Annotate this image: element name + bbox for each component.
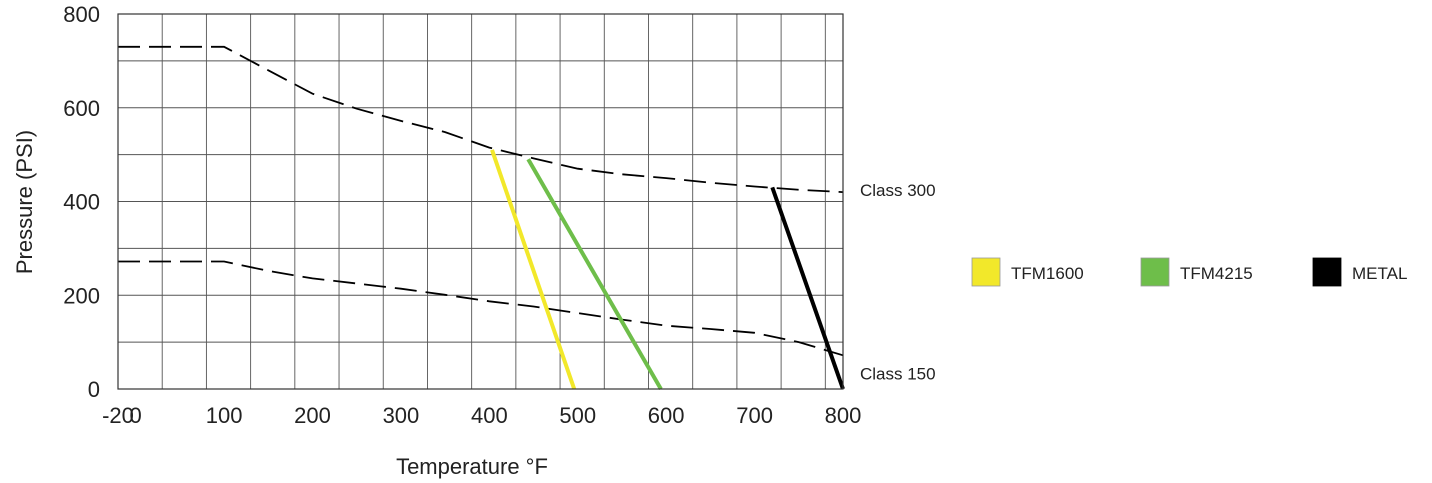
series-line-tfm1600 bbox=[490, 149, 577, 390]
legend-label-tfm4215: TFM4215 bbox=[1180, 264, 1253, 283]
x-tick-label: 0 bbox=[130, 403, 142, 428]
legend-label-tfm1600: TFM1600 bbox=[1011, 264, 1084, 283]
legend-swatch-tfm4215 bbox=[1140, 257, 1170, 287]
y-tick-label: 200 bbox=[63, 283, 100, 308]
x-axis-ticks: -200 100 200 300 400 500 600 700 800 bbox=[102, 403, 861, 428]
legend: TFM1600 TFM4215 METAL bbox=[971, 257, 1407, 287]
x-tick-label: 300 bbox=[383, 403, 420, 428]
y-tick-label: 800 bbox=[63, 2, 100, 27]
rating-curves bbox=[118, 45, 844, 357]
plot-frame bbox=[117, 13, 844, 390]
material-series bbox=[490, 149, 845, 391]
series-line-tfm4215 bbox=[526, 158, 663, 391]
y-axis-ticks: 0 200 400 600 800 bbox=[63, 2, 100, 402]
series-line-metal bbox=[770, 186, 845, 390]
x-tick-label: -20 bbox=[102, 403, 134, 428]
curve-label-class-150: Class 150 bbox=[860, 364, 936, 383]
x-tick-label: 500 bbox=[559, 403, 596, 428]
legend-label-metal: METAL bbox=[1352, 264, 1407, 283]
curve-class-300 bbox=[118, 45, 844, 193]
x-axis-label: Temperature °F bbox=[396, 454, 548, 479]
x-tick-label: 400 bbox=[471, 403, 508, 428]
x-tick-label: 200 bbox=[294, 403, 331, 428]
x-tick-label: 100 bbox=[206, 403, 243, 428]
x-tick-label: 700 bbox=[736, 403, 773, 428]
curve-class-150 bbox=[118, 260, 844, 357]
y-axis-label: Pressure (PSI) bbox=[12, 130, 37, 274]
y-tick-label: 400 bbox=[63, 190, 100, 215]
legend-swatch-tfm1600 bbox=[971, 257, 1001, 287]
x-tick-label: 600 bbox=[648, 403, 685, 428]
x-tick-label: 800 bbox=[825, 403, 862, 428]
chart-grid bbox=[118, 14, 843, 389]
plot-border bbox=[117, 13, 844, 390]
y-tick-label: 0 bbox=[88, 377, 100, 402]
y-tick-label: 600 bbox=[63, 96, 100, 121]
curve-labels: Class 300 Class 150 bbox=[860, 181, 936, 383]
curve-label-class-300: Class 300 bbox=[860, 181, 936, 200]
legend-swatch-metal bbox=[1312, 257, 1342, 287]
